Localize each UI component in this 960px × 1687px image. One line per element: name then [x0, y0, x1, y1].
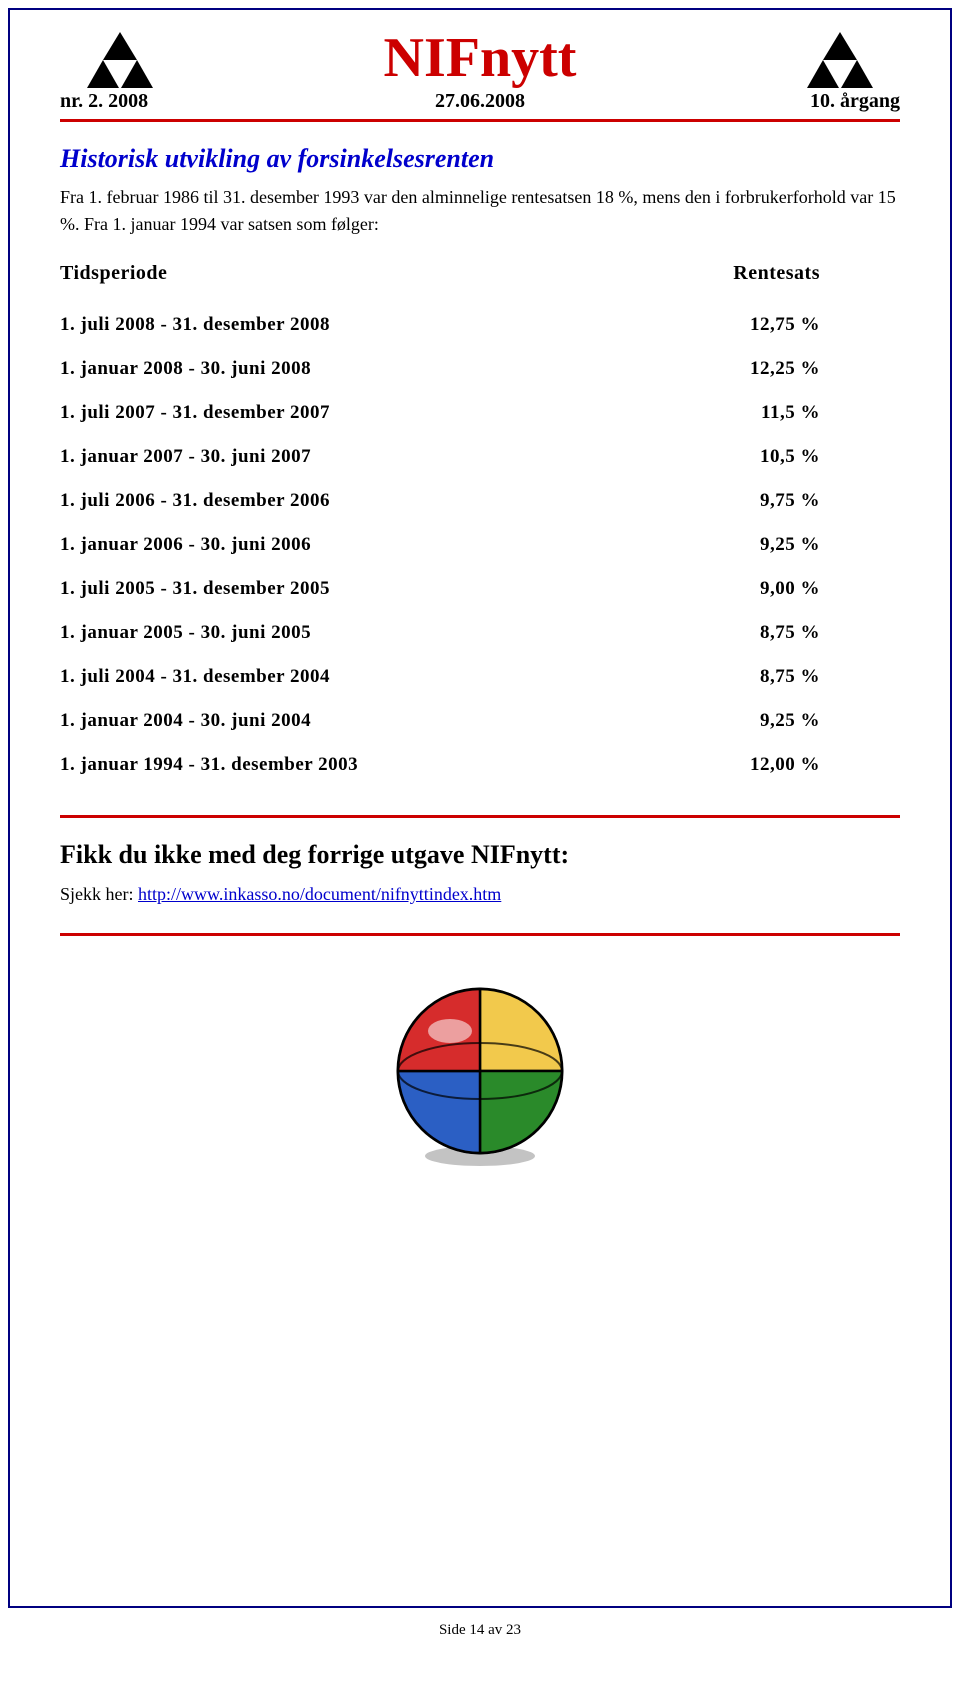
cell-rate: 9,25 % — [599, 699, 900, 743]
cell-period: 1. januar 1994 - 31. desember 2003 — [60, 743, 599, 787]
red-divider-top — [60, 119, 900, 122]
cell-period: 1. juli 2008 - 31. desember 2008 — [60, 303, 599, 347]
triforce-logo-right-icon — [805, 30, 875, 90]
header-right — [780, 30, 900, 90]
cell-rate: 12,75 % — [599, 303, 900, 347]
cell-period: 1. januar 2004 - 30. juni 2004 — [60, 699, 599, 743]
cell-period: 1. juli 2004 - 31. desember 2004 — [60, 655, 599, 699]
triforce-logo-left-icon — [85, 30, 155, 90]
issue-volume: 10. årgang — [720, 90, 900, 113]
cell-period: 1. januar 2005 - 30. juni 2005 — [60, 611, 599, 655]
cell-rate: 9,00 % — [599, 567, 900, 611]
cell-period: 1. januar 2007 - 30. juni 2007 — [60, 435, 599, 479]
intro-paragraph: Fra 1. februar 1986 til 31. desember 199… — [60, 184, 900, 238]
cell-period: 1. januar 2006 - 30. juni 2006 — [60, 523, 599, 567]
table-row: 1. januar 2008 - 30. juni 200812,25 % — [60, 347, 900, 391]
footer-heading: Fikk du ikke med deg forrige utgave NIFn… — [60, 840, 900, 870]
cell-period: 1. juli 2006 - 31. desember 2006 — [60, 479, 599, 523]
page-border: NIFnytt nr. 2. 2008 27.06.2008 10. årgan… — [8, 8, 952, 1608]
cell-rate: 9,25 % — [599, 523, 900, 567]
red-divider-mid — [60, 815, 900, 818]
cell-period: 1. juli 2007 - 31. desember 2007 — [60, 391, 599, 435]
masthead-title: NIFnytt — [180, 30, 780, 86]
table-row: 1. juli 2004 - 31. desember 20048,75 % — [60, 655, 900, 699]
cell-rate: 12,00 % — [599, 743, 900, 787]
table-header-row: Tidsperiode Rentesats — [60, 262, 900, 303]
beach-ball-icon — [385, 976, 575, 1176]
beach-ball-wrap — [60, 976, 900, 1181]
cell-period: 1. juli 2005 - 31. desember 2005 — [60, 567, 599, 611]
footer-link-line: Sjekk her: http://www.inkasso.no/documen… — [60, 884, 900, 905]
header: NIFnytt — [60, 30, 900, 90]
table-row: 1. juli 2008 - 31. desember 200812,75 % — [60, 303, 900, 347]
footer-link[interactable]: http://www.inkasso.no/document/nifnyttin… — [138, 884, 501, 904]
issue-number: nr. 2. 2008 — [60, 90, 240, 113]
footer-prefix: Sjekk her: — [60, 884, 138, 904]
page-number: Side 14 av 23 — [8, 1622, 952, 1639]
cell-rate: 9,75 % — [599, 479, 900, 523]
issue-date: 27.06.2008 — [240, 90, 720, 113]
col-header-rate: Rentesats — [599, 262, 900, 303]
header-left — [60, 30, 180, 90]
table-row: 1. januar 2007 - 30. juni 200710,5 % — [60, 435, 900, 479]
table-row: 1. januar 2006 - 30. juni 20069,25 % — [60, 523, 900, 567]
table-row: 1. juli 2005 - 31. desember 20059,00 % — [60, 567, 900, 611]
cell-rate: 12,25 % — [599, 347, 900, 391]
article-title: Historisk utvikling av forsinkelsesrente… — [60, 144, 900, 174]
cell-rate: 8,75 % — [599, 611, 900, 655]
table-row: 1. juli 2007 - 31. desember 200711,5 % — [60, 391, 900, 435]
col-header-period: Tidsperiode — [60, 262, 599, 303]
table-row: 1. januar 2004 - 30. juni 20049,25 % — [60, 699, 900, 743]
header-center: NIFnytt — [180, 30, 780, 88]
table-row: 1. januar 1994 - 31. desember 200312,00 … — [60, 743, 900, 787]
table-row: 1. juli 2006 - 31. desember 20069,75 % — [60, 479, 900, 523]
red-divider-bottom — [60, 933, 900, 936]
header-subline: nr. 2. 2008 27.06.2008 10. årgang — [60, 90, 900, 113]
cell-rate: 11,5 % — [599, 391, 900, 435]
cell-rate: 8,75 % — [599, 655, 900, 699]
cell-period: 1. januar 2008 - 30. juni 2008 — [60, 347, 599, 391]
rate-table: Tidsperiode Rentesats 1. juli 2008 - 31.… — [60, 262, 900, 787]
cell-rate: 10,5 % — [599, 435, 900, 479]
table-row: 1. januar 2005 - 30. juni 20058,75 % — [60, 611, 900, 655]
